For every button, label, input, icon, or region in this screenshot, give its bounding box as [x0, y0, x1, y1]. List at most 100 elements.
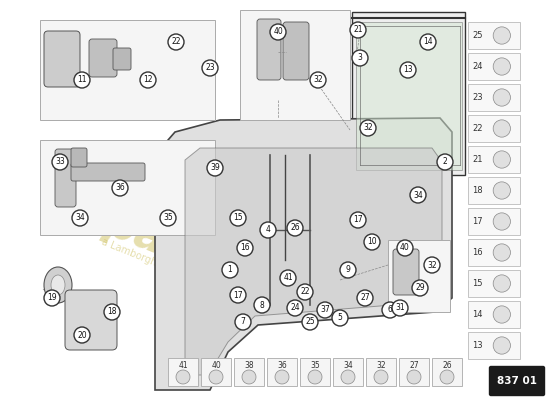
Bar [468, 22, 520, 49]
Text: 27: 27 [409, 360, 419, 370]
Text: 39: 39 [210, 164, 220, 172]
Text: 36: 36 [277, 360, 287, 370]
Circle shape [275, 370, 289, 384]
Circle shape [340, 262, 356, 278]
Text: 14: 14 [423, 38, 433, 46]
Circle shape [230, 210, 246, 226]
Bar [201, 358, 231, 386]
Circle shape [209, 370, 223, 384]
Circle shape [242, 370, 256, 384]
Text: 18: 18 [472, 186, 483, 195]
Circle shape [280, 270, 296, 286]
Bar [240, 10, 350, 120]
Text: 34: 34 [75, 214, 85, 222]
Text: 1: 1 [228, 266, 232, 274]
Circle shape [392, 300, 408, 316]
Bar [300, 358, 330, 386]
Circle shape [410, 187, 426, 203]
Text: 23: 23 [472, 93, 483, 102]
Bar [267, 358, 297, 386]
Text: 26: 26 [442, 360, 452, 370]
Circle shape [74, 327, 90, 343]
Circle shape [270, 24, 286, 40]
Bar [468, 53, 520, 80]
Text: 18: 18 [107, 308, 117, 316]
Text: 24: 24 [290, 304, 300, 312]
Circle shape [168, 34, 184, 50]
Text: 32: 32 [376, 360, 386, 370]
Circle shape [52, 154, 68, 170]
Text: 2: 2 [443, 158, 447, 166]
Bar [468, 84, 520, 111]
Circle shape [493, 306, 510, 323]
Text: 22: 22 [472, 124, 482, 133]
Bar [40, 20, 215, 120]
Text: 29: 29 [415, 284, 425, 292]
Bar [399, 358, 429, 386]
Text: 36: 36 [115, 184, 125, 192]
Circle shape [310, 72, 326, 88]
Circle shape [493, 244, 510, 261]
Text: 9: 9 [345, 266, 350, 274]
Circle shape [235, 314, 251, 330]
FancyBboxPatch shape [55, 149, 76, 207]
Text: 17: 17 [233, 290, 243, 300]
Circle shape [308, 370, 322, 384]
FancyBboxPatch shape [89, 39, 117, 77]
Text: 22: 22 [300, 288, 310, 296]
Circle shape [350, 212, 366, 228]
Circle shape [352, 50, 368, 66]
Text: 20: 20 [77, 330, 87, 340]
Text: 17: 17 [472, 217, 483, 226]
Bar [40, 140, 215, 235]
Text: 31: 31 [395, 304, 405, 312]
Circle shape [160, 210, 176, 226]
Bar [468, 332, 520, 359]
Text: 41: 41 [178, 360, 188, 370]
Bar [168, 358, 198, 386]
Circle shape [407, 370, 421, 384]
Text: 7: 7 [240, 318, 245, 326]
Text: 13: 13 [472, 341, 483, 350]
Text: 40: 40 [211, 360, 221, 370]
Circle shape [341, 370, 355, 384]
Circle shape [260, 222, 276, 238]
Text: 34: 34 [413, 190, 423, 200]
Circle shape [332, 310, 348, 326]
Bar [432, 358, 462, 386]
FancyBboxPatch shape [257, 19, 281, 80]
Bar [468, 270, 520, 297]
Circle shape [287, 220, 303, 236]
Text: 21: 21 [472, 155, 482, 164]
Polygon shape [352, 12, 465, 175]
FancyBboxPatch shape [65, 290, 117, 350]
Bar [468, 208, 520, 235]
Polygon shape [185, 148, 442, 375]
FancyBboxPatch shape [393, 249, 419, 295]
Text: 32: 32 [363, 124, 373, 132]
Bar [468, 115, 520, 142]
Circle shape [317, 302, 333, 318]
Text: 35: 35 [310, 360, 320, 370]
Circle shape [493, 182, 510, 199]
Text: 41: 41 [283, 274, 293, 282]
Circle shape [493, 120, 510, 137]
Text: 4: 4 [266, 226, 271, 234]
Circle shape [437, 154, 453, 170]
Circle shape [350, 22, 366, 38]
FancyBboxPatch shape [283, 22, 309, 80]
FancyBboxPatch shape [71, 148, 87, 167]
Circle shape [357, 290, 373, 306]
Circle shape [104, 304, 120, 320]
Text: 40: 40 [273, 28, 283, 36]
Bar [234, 358, 264, 386]
Circle shape [493, 213, 510, 230]
Text: 32: 32 [427, 260, 437, 270]
Circle shape [202, 60, 218, 76]
Text: 19: 19 [47, 294, 57, 302]
Text: 5: 5 [338, 314, 343, 322]
Text: 16: 16 [472, 248, 483, 257]
Text: 24: 24 [472, 62, 482, 71]
Circle shape [493, 89, 510, 106]
Bar [468, 239, 520, 266]
